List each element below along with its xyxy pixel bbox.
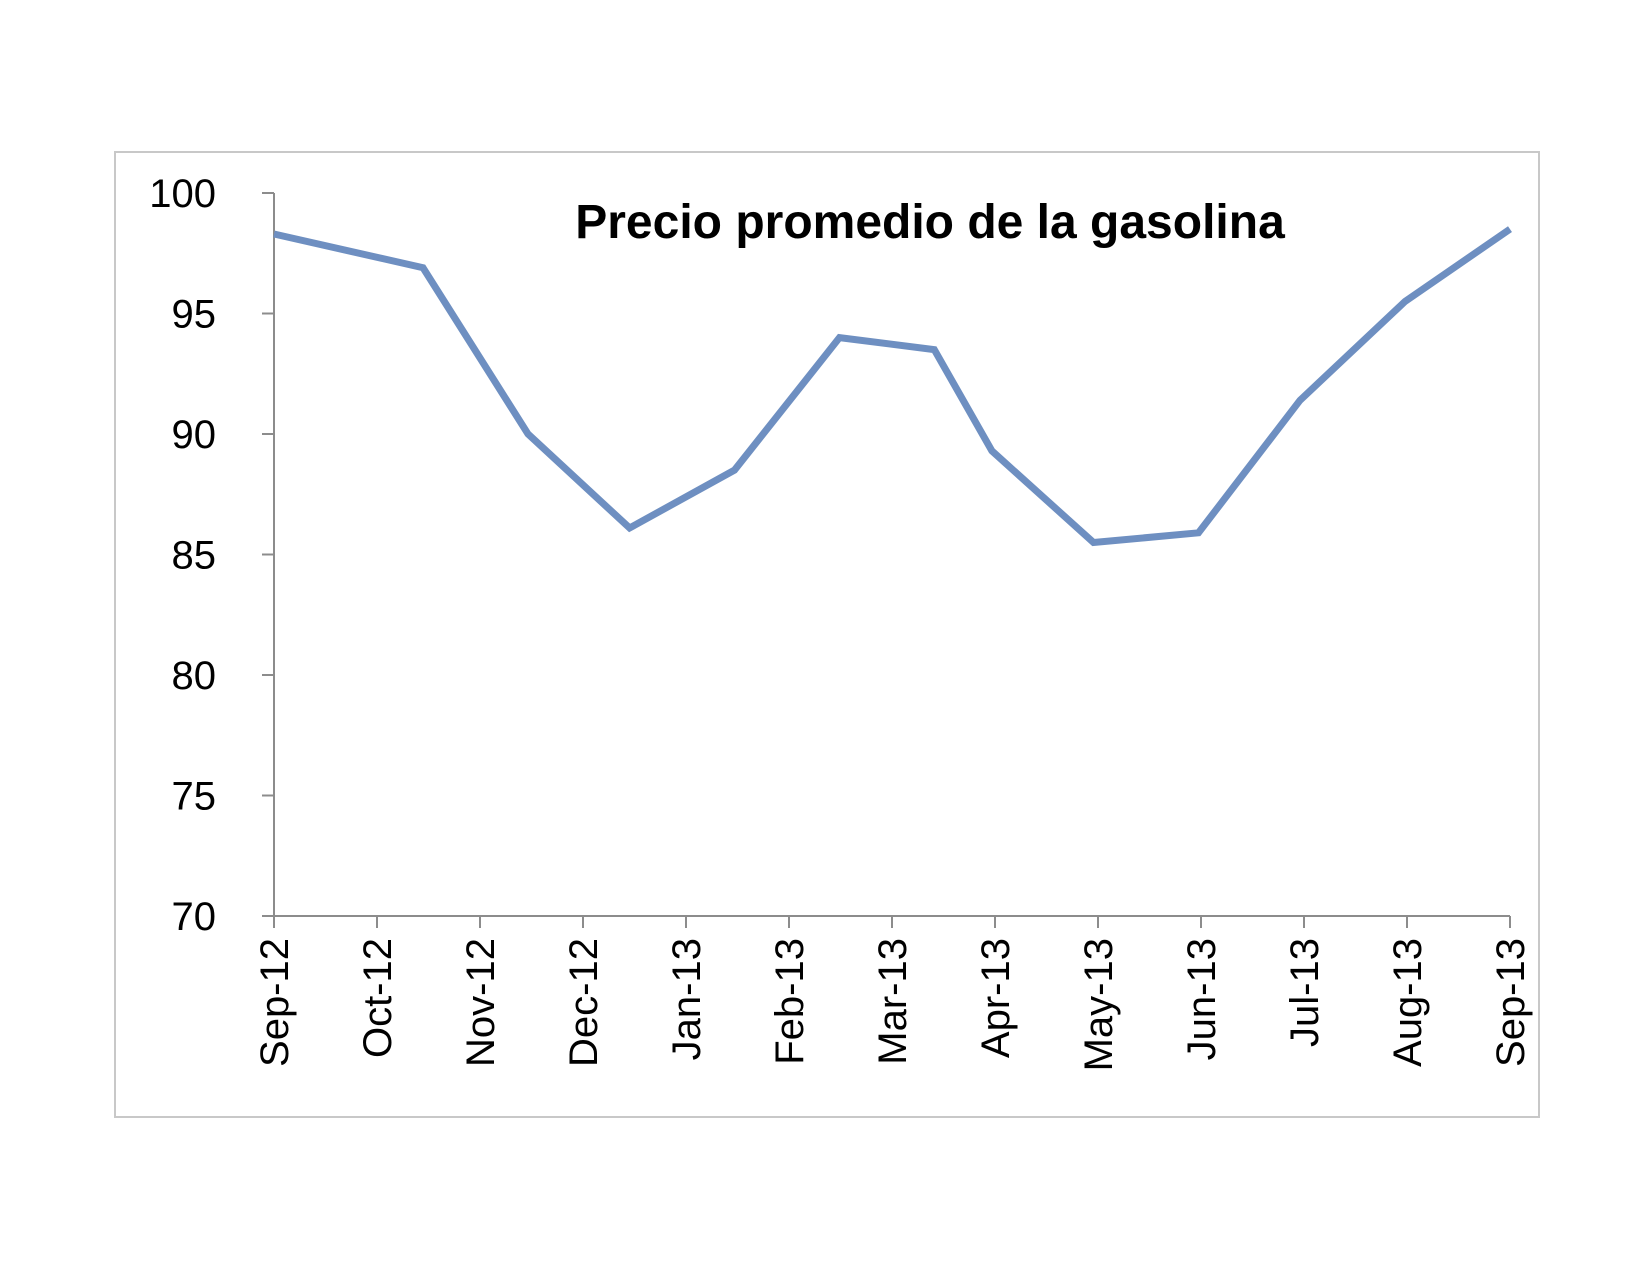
y-tick-label: 75 xyxy=(172,775,217,819)
x-tick-label: Aug-13 xyxy=(1386,938,1430,1067)
x-tick-label: Jun-13 xyxy=(1180,938,1224,1060)
x-tick-label: Sep-12 xyxy=(253,938,297,1067)
y-tick-label: 85 xyxy=(172,534,217,578)
chart-frame xyxy=(114,151,1540,1118)
x-tick-label: May-13 xyxy=(1077,938,1121,1071)
series-line xyxy=(273,226,1512,547)
y-tick-label: 100 xyxy=(149,172,216,216)
y-tick-label: 70 xyxy=(172,895,217,939)
x-tick-label: Jul-13 xyxy=(1283,938,1327,1047)
x-tick-label: Dec-12 xyxy=(562,938,606,1067)
x-tick-label: Mar-13 xyxy=(871,938,915,1065)
x-tick-label: Apr-13 xyxy=(974,938,1018,1058)
x-tick-label: Nov-12 xyxy=(459,938,503,1067)
chart-title: Precio promedio de la gasolina xyxy=(575,196,1285,249)
x-tick-label: Sep-13 xyxy=(1489,938,1533,1067)
x-tick-label: Oct-12 xyxy=(356,938,400,1058)
y-tick-label: 80 xyxy=(172,654,217,698)
y-tick-label: 90 xyxy=(172,413,217,457)
x-tick-label: Feb-13 xyxy=(768,938,812,1065)
x-tick-label: Jan-13 xyxy=(665,938,709,1060)
y-tick-label: 95 xyxy=(172,293,217,337)
